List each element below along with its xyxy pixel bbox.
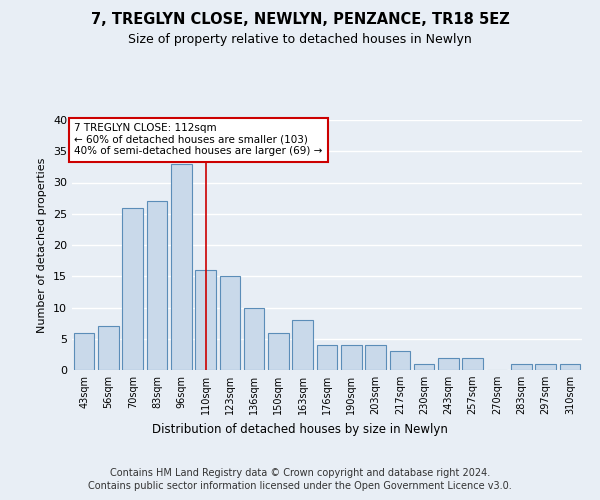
Bar	[244, 308, 265, 370]
Bar	[414, 364, 434, 370]
Text: Contains public sector information licensed under the Open Government Licence v3: Contains public sector information licen…	[88, 481, 512, 491]
Bar	[122, 208, 143, 370]
Bar	[292, 320, 313, 370]
Bar	[98, 326, 119, 370]
Text: Contains HM Land Registry data © Crown copyright and database right 2024.: Contains HM Land Registry data © Crown c…	[110, 468, 490, 477]
Bar	[220, 276, 240, 370]
Text: 7 TREGLYN CLOSE: 112sqm
← 60% of detached houses are smaller (103)
40% of semi-d: 7 TREGLYN CLOSE: 112sqm ← 60% of detache…	[74, 123, 323, 156]
Bar	[365, 345, 386, 370]
Text: Size of property relative to detached houses in Newlyn: Size of property relative to detached ho…	[128, 32, 472, 46]
Bar	[511, 364, 532, 370]
Bar	[389, 351, 410, 370]
Text: Distribution of detached houses by size in Newlyn: Distribution of detached houses by size …	[152, 422, 448, 436]
Y-axis label: Number of detached properties: Number of detached properties	[37, 158, 47, 332]
Bar	[341, 345, 362, 370]
Bar	[317, 345, 337, 370]
Bar	[74, 332, 94, 370]
Bar	[195, 270, 216, 370]
Bar	[146, 201, 167, 370]
Text: 7, TREGLYN CLOSE, NEWLYN, PENZANCE, TR18 5EZ: 7, TREGLYN CLOSE, NEWLYN, PENZANCE, TR18…	[91, 12, 509, 28]
Bar	[171, 164, 191, 370]
Bar	[535, 364, 556, 370]
Bar	[438, 358, 459, 370]
Bar	[268, 332, 289, 370]
Bar	[560, 364, 580, 370]
Bar	[463, 358, 483, 370]
